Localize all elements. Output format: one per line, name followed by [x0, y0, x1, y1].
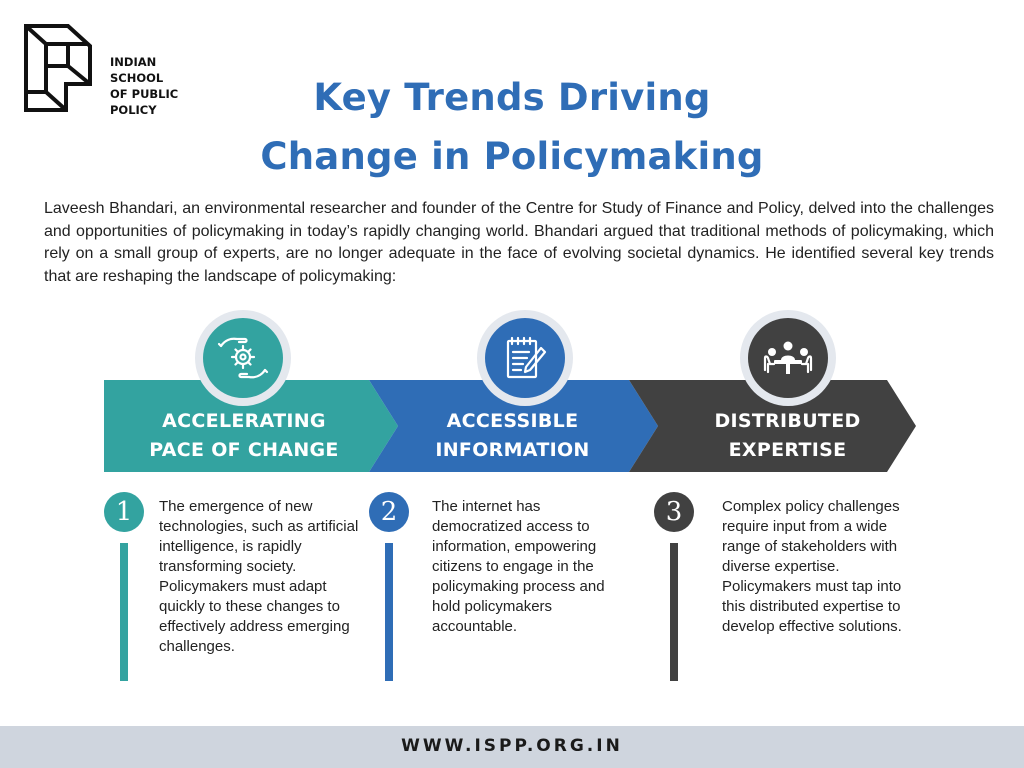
trend-number-1: 1	[104, 492, 144, 532]
trend-bar-2	[385, 543, 393, 681]
footer-website-link[interactable]: WWW.ISPP.ORG.IN	[401, 736, 623, 756]
trend-description-3: Complex policy challenges require input …	[722, 498, 902, 635]
trend-bar-1	[120, 543, 128, 681]
trend-label-3: DISTRIBUTED EXPERTISE	[660, 407, 915, 465]
trend-label-line: ACCELERATING	[162, 410, 326, 432]
trend-label-line: INFORMATION	[435, 439, 590, 461]
banner-segment-teal	[104, 380, 398, 472]
page-title-line2: Change in Policymaking	[260, 135, 764, 178]
trend-label-line: PACE OF CHANGE	[149, 439, 339, 461]
page-title-line1: Key Trends Driving	[313, 76, 711, 119]
trend-icon-circle-3	[740, 310, 836, 406]
footer-bar: WWW.ISPP.ORG.IN	[0, 726, 1024, 768]
gears-hands-icon	[217, 337, 269, 379]
trend-description-1: The emergence of new technologies, such …	[159, 498, 359, 655]
trend-label-line: EXPERTISE	[728, 439, 847, 461]
notepad-pencil-icon	[506, 336, 547, 379]
trend-bar-3	[670, 543, 678, 681]
trend-label-1: ACCELERATING PACE OF CHANGE	[104, 407, 384, 465]
trend-number-3: 3	[654, 492, 694, 532]
trend-icon-circle-1	[195, 310, 291, 406]
logo-line: POLICY	[110, 103, 157, 117]
banner-segment-dark	[629, 380, 916, 472]
logo-line: OF PUBLIC	[110, 87, 179, 101]
trend-icon-circle-2	[477, 310, 573, 406]
trend-label-2: ACCESSIBLE INFORMATION	[390, 407, 635, 465]
meeting-table-icon	[763, 341, 813, 374]
banner-segment-blue	[369, 380, 658, 472]
trend-label-line: DISTRIBUTED	[714, 410, 861, 432]
trend-number-2: 2	[369, 492, 409, 532]
trend-description-2: The internet has democratized access to …	[432, 498, 605, 635]
logo-line: INDIAN	[110, 55, 157, 69]
ispp-logo-icon	[24, 24, 92, 112]
logo-wordmark: INDIAN SCHOOL OF PUBLIC POLICY	[110, 54, 178, 118]
intro-paragraph: Laveesh Bhandari, an environmental resea…	[44, 200, 994, 285]
trend-label-line: ACCESSIBLE	[446, 410, 579, 432]
trend-banner	[104, 380, 916, 472]
logo-line: SCHOOL	[110, 71, 164, 85]
